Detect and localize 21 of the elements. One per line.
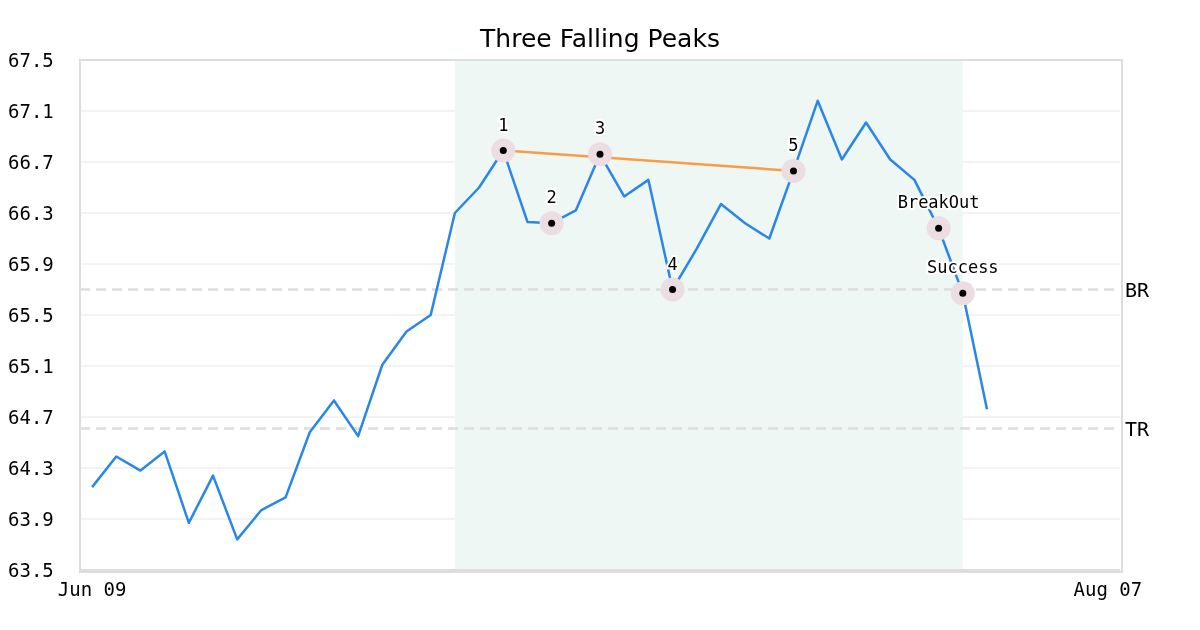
ref-line-label: BR (1125, 277, 1151, 302)
y-tick-label: 63.5 (8, 558, 54, 581)
y-tick-label: 65.9 (8, 252, 54, 275)
y-tick-label: 64.7 (8, 405, 54, 428)
y-tick-label: 64.3 (8, 456, 54, 479)
y-tick-label: 65.5 (8, 303, 54, 326)
y-tick-label: 66.7 (8, 150, 54, 173)
annotation: 2 (546, 187, 557, 208)
y-tick-label: 67.1 (8, 99, 54, 122)
annotation: 1 (498, 114, 509, 135)
y-tick-label: 67.5 (8, 48, 54, 71)
chart-title: Three Falling Peaks (479, 24, 721, 53)
x-tick-label: Aug 07 (1073, 578, 1143, 600)
annotation: 5 (788, 134, 799, 155)
y-tick-label: 63.9 (8, 507, 54, 530)
y-tick-label: 65.1 (8, 354, 54, 377)
annotation: 3 (594, 118, 606, 139)
y-tick-label: 66.3 (8, 201, 54, 224)
x-tick-label: Jun 09 (57, 578, 127, 600)
ref-line-label: TR (1125, 416, 1151, 441)
annotation: 4 (667, 253, 678, 274)
